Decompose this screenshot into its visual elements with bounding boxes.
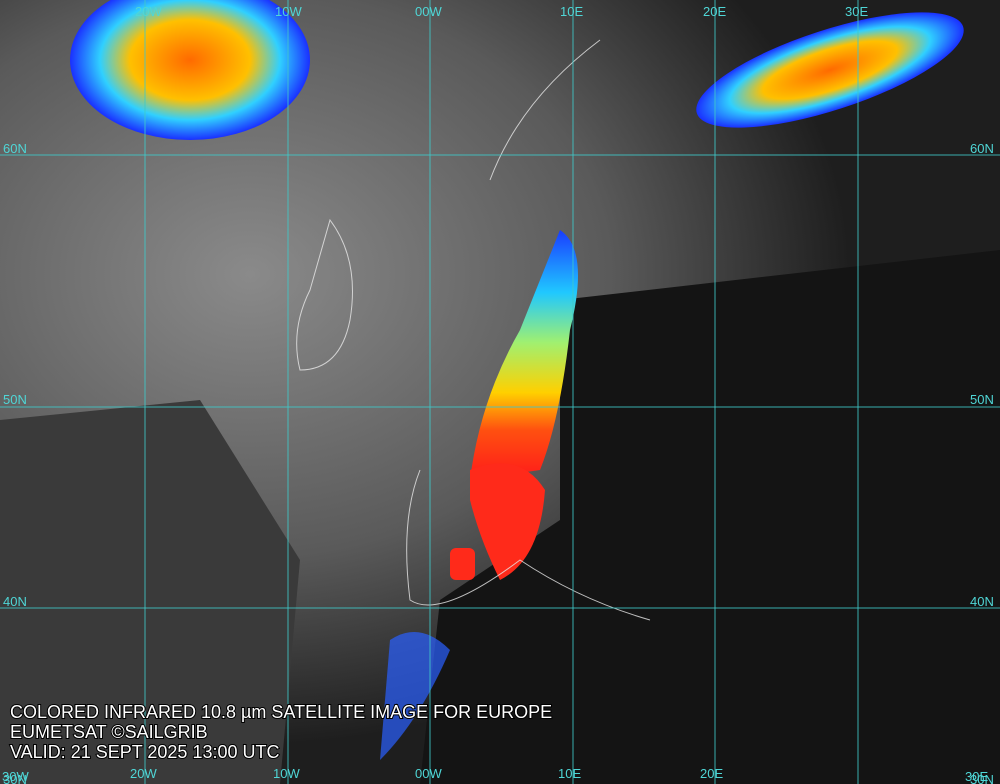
lon-label: 10E — [560, 4, 583, 19]
lon-label: 10E — [558, 766, 581, 781]
lat-label: 40N — [970, 594, 994, 609]
lat-label: 60N — [3, 141, 27, 156]
lat-label: 40N — [3, 594, 27, 609]
lon-label: 30W — [2, 769, 29, 784]
lon-label: 20W — [135, 4, 162, 19]
lon-label: 30E — [965, 769, 988, 784]
lon-label: 30E — [845, 4, 868, 19]
lon-label: 20E — [703, 4, 726, 19]
lat-label: 50N — [3, 392, 27, 407]
caption-line: EUMETSAT ©SAILGRIB — [10, 722, 208, 742]
lat-label: 30N — [970, 772, 994, 784]
caption: COLORED INFRARED 10.8 µm SATELLITE IMAGE… — [9, 701, 553, 763]
lon-label: 10W — [273, 766, 300, 781]
lon-label: 00W — [415, 4, 442, 19]
caption-line: COLORED INFRARED 10.8 µm SATELLITE IMAGE… — [10, 702, 552, 722]
lat-label: 50N — [970, 392, 994, 407]
lon-label: 10W — [275, 4, 302, 19]
lat-label: 60N — [970, 141, 994, 156]
lat-label: 30N — [3, 772, 27, 784]
lon-label: 00W — [415, 766, 442, 781]
lon-label: 20W — [130, 766, 157, 781]
caption-line: VALID: 21 SEPT 2025 13:00 UTC — [10, 742, 279, 762]
lon-label: 20E — [700, 766, 723, 781]
grid-labels: 20W 10W 00W 10E 20E 30E 30W 20W 10W 00W … — [2, 4, 994, 784]
